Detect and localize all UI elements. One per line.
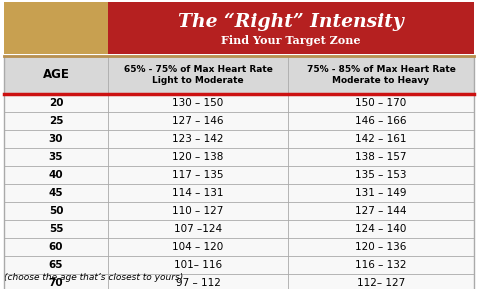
Text: 65% - 75% of Max Heart Rate
Light to Moderate: 65% - 75% of Max Heart Rate Light to Mod… <box>123 65 273 85</box>
Text: 97 – 112: 97 – 112 <box>176 278 220 288</box>
Text: 150 – 170: 150 – 170 <box>355 98 407 108</box>
Text: 130 – 150: 130 – 150 <box>172 98 224 108</box>
Text: 127 – 146: 127 – 146 <box>172 116 224 126</box>
Text: 110 – 127: 110 – 127 <box>172 206 224 216</box>
Text: 65: 65 <box>49 260 63 270</box>
Bar <box>4 166 474 184</box>
Bar <box>4 112 474 130</box>
Text: 104 – 120: 104 – 120 <box>172 242 224 252</box>
Bar <box>4 2 108 54</box>
Bar <box>4 274 474 289</box>
Text: 40: 40 <box>48 170 63 180</box>
Bar <box>108 2 474 54</box>
Bar <box>4 148 474 166</box>
Text: 120 – 138: 120 – 138 <box>172 152 224 162</box>
Text: 55: 55 <box>49 224 63 234</box>
Bar <box>4 94 474 112</box>
Text: 135 – 153: 135 – 153 <box>355 170 407 180</box>
Text: 75% - 85% of Max Heart Rate
Moderate to Heavy: 75% - 85% of Max Heart Rate Moderate to … <box>307 65 456 85</box>
Text: 116 – 132: 116 – 132 <box>355 260 407 270</box>
Bar <box>4 238 474 256</box>
Bar <box>4 56 474 94</box>
Text: 142 – 161: 142 – 161 <box>355 134 407 144</box>
Bar <box>4 256 474 274</box>
Text: 20: 20 <box>49 98 63 108</box>
Text: 101– 116: 101– 116 <box>174 260 222 270</box>
Text: The “Right” Intensity: The “Right” Intensity <box>178 13 404 31</box>
Text: 131 – 149: 131 – 149 <box>355 188 407 198</box>
Text: 45: 45 <box>48 188 63 198</box>
Text: 127 – 144: 127 – 144 <box>355 206 407 216</box>
Text: 107 –124: 107 –124 <box>174 224 222 234</box>
Text: 138 – 157: 138 – 157 <box>355 152 407 162</box>
Text: 124 – 140: 124 – 140 <box>355 224 407 234</box>
Bar <box>4 220 474 238</box>
Text: 30: 30 <box>49 134 63 144</box>
Text: Find Your Target Zone: Find Your Target Zone <box>221 36 361 47</box>
Bar <box>4 184 474 202</box>
Bar <box>4 202 474 220</box>
Text: 117 – 135: 117 – 135 <box>172 170 224 180</box>
Text: 70: 70 <box>48 278 63 288</box>
Text: (choose the age that’s closest to yours): (choose the age that’s closest to yours) <box>4 273 183 283</box>
Text: AGE: AGE <box>43 68 70 81</box>
Text: 114 – 131: 114 – 131 <box>172 188 224 198</box>
Text: 112– 127: 112– 127 <box>357 278 405 288</box>
Text: 123 – 142: 123 – 142 <box>172 134 224 144</box>
Bar <box>4 130 474 148</box>
Text: 25: 25 <box>49 116 63 126</box>
Text: 120 – 136: 120 – 136 <box>355 242 407 252</box>
Text: 60: 60 <box>49 242 63 252</box>
Text: 35: 35 <box>49 152 63 162</box>
Text: 146 – 166: 146 – 166 <box>355 116 407 126</box>
Text: 50: 50 <box>49 206 63 216</box>
